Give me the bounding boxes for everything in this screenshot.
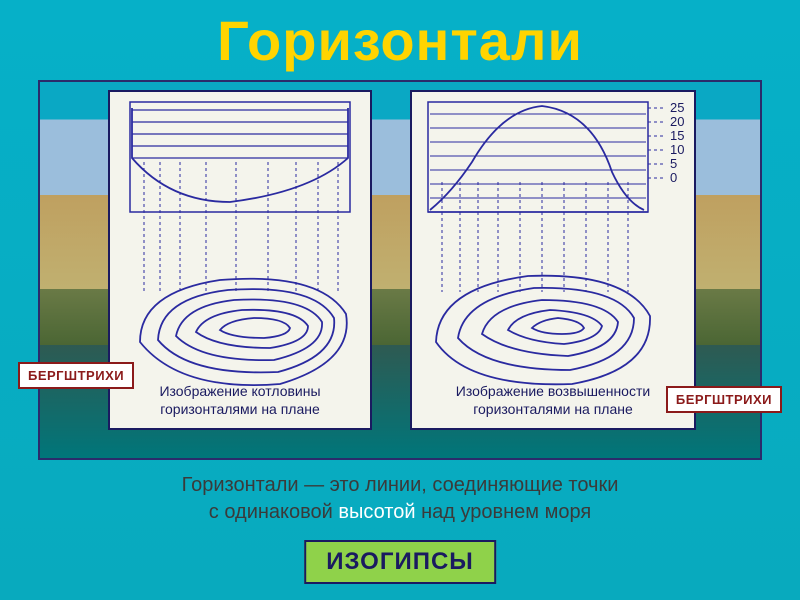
definition-line2-prefix: с одинаковой <box>209 501 339 523</box>
badge-bergstrich-left: БЕРГШТРИХИ <box>18 362 134 389</box>
panel-hill-caption: Изображение возвышенности горизонталями … <box>412 383 694 418</box>
page-title: Горизонтали <box>0 0 800 73</box>
caption-line: Изображение возвышенности <box>456 383 650 399</box>
definition-highlight: высотой <box>338 501 415 523</box>
panel-basin-caption: Изображение котловины горизонталями на п… <box>110 383 370 418</box>
panel-hill: Изображение возвышенности горизонталями … <box>410 90 696 430</box>
elevation-label: 20 <box>670 114 684 129</box>
basin-diagram <box>110 92 370 392</box>
caption-line: горизонталями на плане <box>473 401 633 417</box>
definition-line1: Горизонтали — это линии, соединяющие точ… <box>182 474 619 496</box>
definition-line2-suffix: над уровнем моря <box>416 501 592 523</box>
badge-bergstrich-right: БЕРГШТРИХИ <box>666 386 782 413</box>
elevation-label: 15 <box>670 128 684 143</box>
panels-container: Изображение котловины горизонталями на п… <box>38 80 762 460</box>
elevation-label: 25 <box>670 100 684 115</box>
hill-diagram <box>412 92 694 392</box>
badge-isogips: ИЗОГИПСЫ <box>304 540 496 584</box>
panel-basin: Изображение котловины горизонталями на п… <box>108 90 372 430</box>
elevation-label: 5 <box>670 156 677 171</box>
caption-line: горизонталями на плане <box>160 401 320 417</box>
elevation-label: 10 <box>670 142 684 157</box>
definition-text: Горизонтали — это линии, соединяющие точ… <box>0 472 800 526</box>
caption-line: Изображение котловины <box>159 383 320 399</box>
elevation-label: 0 <box>670 170 677 185</box>
